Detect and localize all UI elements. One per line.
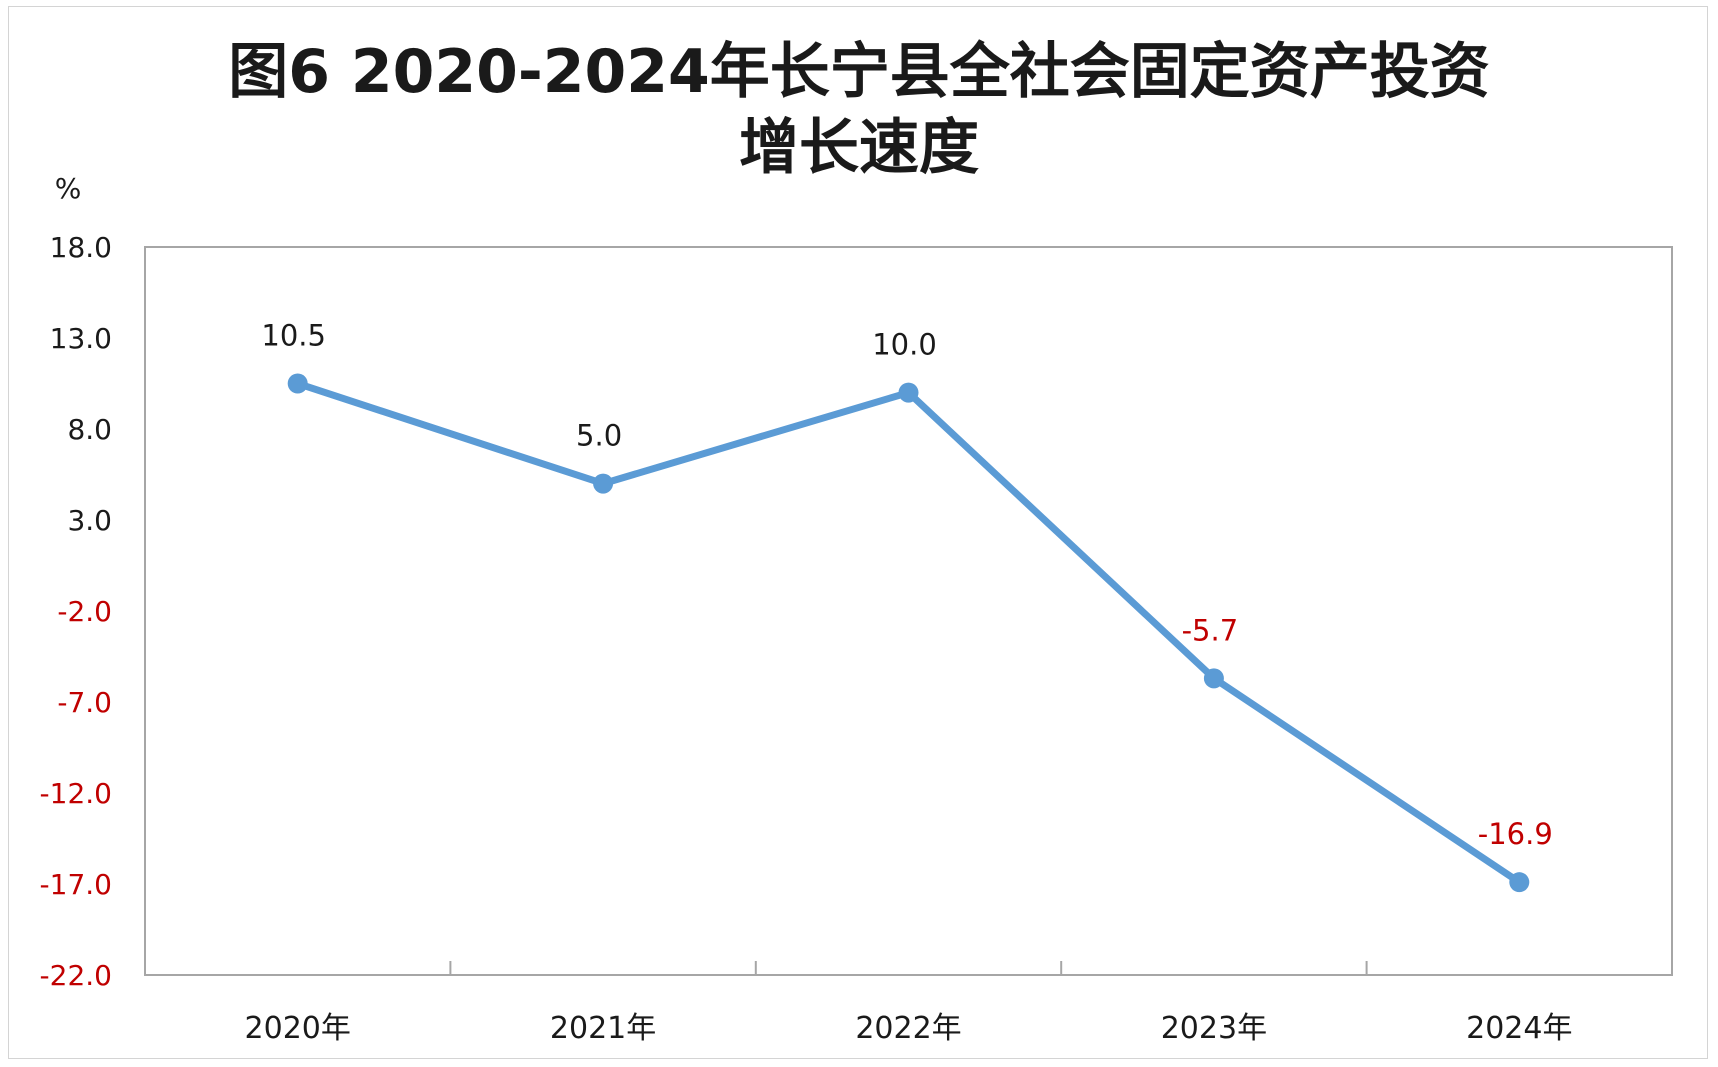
data-label: 10.0: [872, 328, 937, 362]
y-tick-label: -17.0: [40, 868, 112, 901]
x-tick-label: 2021年: [550, 1011, 656, 1046]
data-point: [287, 373, 308, 394]
y-tick-label: -22.0: [40, 959, 112, 992]
data-point: [898, 382, 919, 403]
chart-title-line1: 图6 2020-2024年长宁县全社会固定资产投资: [228, 37, 1490, 107]
y-tick-label: 8.0: [67, 413, 112, 446]
data-point: [593, 473, 614, 494]
y-axis-unit-label: %: [55, 172, 82, 205]
y-tick-label: 3.0: [67, 504, 112, 537]
x-tick-label: 2023年: [1161, 1011, 1267, 1046]
y-tick-label: -2.0: [57, 595, 112, 628]
chart-frame: [8, 6, 1708, 1059]
data-point: [1509, 872, 1530, 893]
y-tick-label: -12.0: [40, 777, 112, 810]
y-tick-label: 18.0: [50, 231, 112, 264]
x-tick-label: 2022年: [855, 1011, 961, 1046]
chart-title-line2: 增长速度: [739, 113, 979, 183]
y-tick-label: -7.0: [57, 686, 112, 719]
series-line: [294, 380, 1523, 886]
data-label: 10.5: [261, 319, 326, 353]
plot-area-border: [144, 246, 1673, 976]
x-tick-label: 2024年: [1466, 1011, 1572, 1046]
x-tick-label: 2020年: [245, 1011, 351, 1046]
data-label: -5.7: [1182, 613, 1239, 647]
y-tick-label: 13.0: [50, 322, 112, 355]
data-label: -16.9: [1478, 817, 1553, 851]
data-point: [1203, 668, 1224, 689]
data-label: 5.0: [576, 419, 622, 453]
